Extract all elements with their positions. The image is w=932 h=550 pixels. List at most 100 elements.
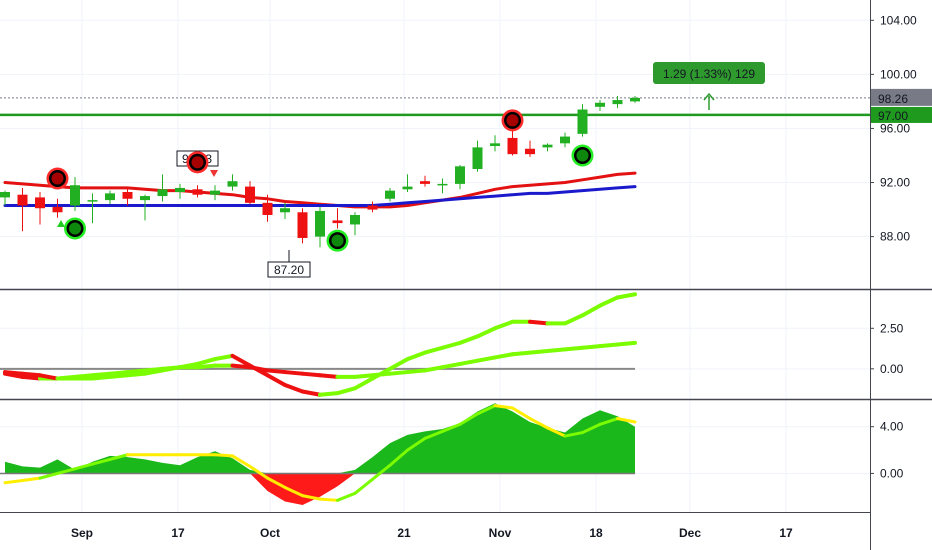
candle-body — [227, 181, 238, 187]
price-axis[interactable]: 104.00 100.00 96.00 92.00 88.00 2.50 0.00 4.00 0… — [870, 13, 917, 480]
fast-line-segment — [440, 340, 462, 350]
candle[interactable] — [490, 135, 500, 152]
candle[interactable] — [157, 174, 168, 202]
price-axis-label: 88.00 — [880, 230, 910, 244]
candle[interactable] — [175, 183, 185, 199]
candle-body — [105, 193, 115, 201]
candle[interactable] — [577, 104, 588, 137]
signal-line-segment — [510, 350, 532, 357]
candle[interactable] — [0, 190, 10, 206]
candle-body — [560, 136, 570, 144]
candle-body — [402, 186, 413, 190]
histogram-signal-segment — [476, 404, 497, 416]
oscillator-panel[interactable] — [0, 292, 637, 397]
candle-body — [122, 192, 133, 199]
candle[interactable] — [630, 96, 640, 103]
candle[interactable] — [122, 187, 133, 206]
histogram-panel[interactable] — [0, 403, 637, 505]
histogram-signal-segment — [38, 471, 59, 480]
candle[interactable] — [105, 190, 115, 205]
candle[interactable] — [210, 185, 220, 201]
candle-body — [87, 200, 98, 202]
candle[interactable] — [367, 201, 378, 213]
histogram-signal-segment — [213, 453, 234, 458]
candle-body — [612, 100, 623, 105]
histogram-signal-segment — [21, 476, 42, 482]
histogram-signal-segment — [73, 462, 94, 471]
last-price-tag-text: 98.26 — [878, 92, 908, 106]
candle[interactable] — [297, 208, 308, 244]
signal-line-segment — [388, 370, 410, 376]
fast-line-segment — [458, 334, 480, 345]
candle[interactable] — [315, 206, 325, 248]
moving-average-blue — [3, 185, 637, 207]
candle[interactable] — [385, 187, 395, 202]
candle[interactable] — [420, 175, 430, 187]
candle-body — [507, 137, 518, 155]
candle-body — [210, 190, 220, 195]
candle[interactable] — [612, 96, 623, 109]
candle[interactable] — [350, 212, 360, 236]
signal-glow — [331, 234, 344, 247]
candle[interactable] — [262, 194, 273, 222]
measure-tool-label[interactable]: 1.29 (1.33%) 129 — [653, 62, 765, 110]
signal-line-segment — [283, 370, 305, 376]
candle[interactable] — [245, 181, 255, 205]
signal-glow — [69, 222, 81, 235]
histogram-signal-segment — [108, 453, 129, 461]
signal-line-segment — [580, 344, 602, 350]
fast-line-segment — [475, 326, 497, 339]
candle[interactable] — [542, 143, 553, 152]
candle[interactable] — [17, 187, 28, 232]
signal-line-segment — [475, 355, 497, 363]
histogram-signal-segment — [266, 476, 287, 489]
histogram-signal-segment — [458, 412, 479, 426]
candle[interactable] — [280, 202, 290, 220]
candle[interactable] — [472, 140, 483, 172]
fast-line-segment — [563, 313, 585, 326]
candle[interactable] — [332, 208, 343, 229]
candle-body — [490, 143, 500, 147]
level-price-tag[interactable]: 97.00 — [871, 106, 932, 123]
candle[interactable] — [227, 174, 238, 191]
fast-line-segment — [125, 371, 147, 378]
sell-signal-icon — [46, 167, 69, 190]
signal-line-segment — [405, 368, 427, 375]
histogram-signal-segment — [581, 422, 602, 435]
histogram-signal-segment — [353, 477, 374, 495]
buy-signal-icon — [64, 217, 86, 240]
candle[interactable] — [595, 100, 605, 111]
fast-line-segment — [195, 357, 217, 366]
histogram-signal-segment — [91, 457, 112, 466]
candle-body — [0, 192, 10, 198]
candle[interactable] — [70, 177, 80, 211]
candle[interactable] — [437, 178, 448, 194]
histogram-signal-segment — [318, 497, 339, 502]
fast-line-segment — [3, 370, 25, 376]
signal-glow — [576, 149, 589, 162]
last-price-tag[interactable]: 98.26 — [871, 88, 932, 106]
candle-body — [367, 205, 378, 210]
histogram-signal-segment — [528, 417, 549, 430]
signal-line-segment — [265, 368, 287, 375]
candle[interactable] — [52, 198, 63, 218]
candle[interactable] — [525, 140, 535, 157]
down-triangle-icon — [210, 170, 218, 177]
candle[interactable] — [140, 194, 150, 221]
candle[interactable] — [560, 132, 570, 148]
price-panel[interactable] — [0, 96, 870, 252]
candle[interactable] — [192, 185, 203, 198]
histogram-signal-segment — [423, 429, 444, 440]
candle[interactable] — [87, 193, 98, 224]
candle[interactable] — [455, 164, 465, 190]
candle-body — [472, 147, 483, 170]
candle[interactable] — [402, 174, 413, 192]
histogram-signal-segment — [336, 491, 357, 502]
candle-body — [140, 196, 150, 201]
histogram-signal-segment — [231, 454, 252, 468]
time-axis[interactable]: Sep 17 Oct 21 Nov 18 Dec 17 — [71, 526, 793, 540]
candle-body — [70, 185, 80, 206]
candle[interactable] — [35, 192, 45, 225]
last-price-tag-box — [871, 88, 932, 106]
